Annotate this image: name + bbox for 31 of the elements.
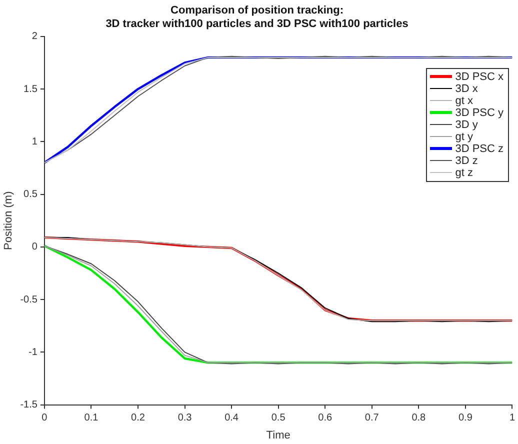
x-tick-label: 0.3 <box>178 412 192 424</box>
legend-label: 3D y <box>455 118 478 131</box>
legend-label: 3D PSC y <box>455 106 504 119</box>
legend-label: gt z <box>455 166 473 179</box>
x-tick-label: 1 <box>509 412 516 424</box>
legend-label: 3D z <box>455 154 478 167</box>
x-axis-title: Time <box>266 429 290 442</box>
x-tick-label: 0.8 <box>412 412 426 424</box>
x-tick-label: 0.6 <box>318 412 332 424</box>
chart-title: Comparison of position tracking: 3D tracker with100 particles and 3D PSC with100 particles <box>106 4 408 30</box>
y-tick-label: 0 <box>32 242 38 253</box>
y-tick-label: 1 <box>32 136 38 148</box>
legend-label: 3D PSC z <box>455 142 504 155</box>
x-tick-label: 0.1 <box>84 412 99 424</box>
legend-label: gt y <box>455 130 473 143</box>
legend-label: 3D x <box>455 82 478 95</box>
x-tick-label: 0 <box>42 412 48 424</box>
y-axis-title: Position (m) <box>2 191 15 250</box>
x-tick-label: 0.9 <box>458 412 473 424</box>
legend-label: 3D PSC x <box>455 70 504 83</box>
legend-label: gt x <box>455 94 473 107</box>
x-tick-label: 0.2 <box>131 412 146 424</box>
y-tick-label: 2 <box>32 31 38 42</box>
x-tick-label: 0.7 <box>364 412 380 424</box>
y-tick-label: 0.5 <box>24 189 38 200</box>
y-tick-label: -1 <box>28 346 38 358</box>
x-tick-label: 0.5 <box>271 412 286 424</box>
x-tick-label: 0.4 <box>224 412 239 424</box>
y-tick-label: -1.5 <box>20 400 38 411</box>
y-tick-label: -0.5 <box>20 294 38 306</box>
y-tick-label: 1.5 <box>24 84 38 95</box>
